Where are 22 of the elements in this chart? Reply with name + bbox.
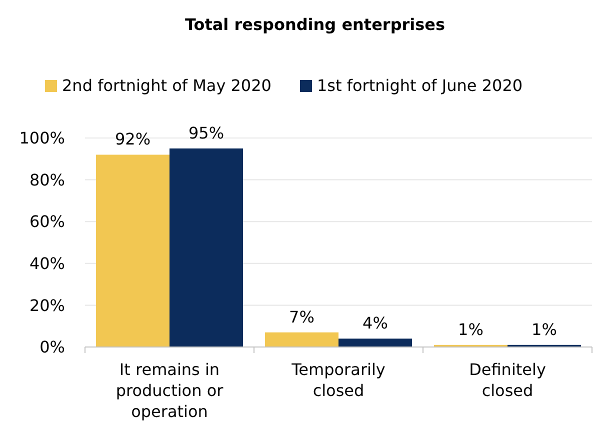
chart-title: Total responding enterprises (184, 15, 446, 34)
bar (170, 148, 244, 347)
x-tick-label: Definitely closed (469, 360, 546, 400)
legend-label: 2nd fortnight of May 2020 (62, 76, 272, 95)
data-label: 1% (458, 320, 484, 339)
data-label: 4% (362, 314, 388, 333)
y-tick-label: 0% (40, 338, 65, 357)
y-tick-label: 20% (29, 296, 65, 315)
y-tick-label: 60% (29, 212, 65, 232)
y-tick-label: 80% (29, 170, 65, 190)
bar (96, 154, 170, 347)
data-label: 7% (289, 307, 314, 326)
bar (338, 338, 412, 347)
x-tick-label: Temporarily closed (290, 360, 386, 400)
data-label: 95% (188, 123, 224, 142)
data-label: 92% (114, 130, 151, 149)
data-label: 1% (532, 320, 557, 339)
legend-label: 1st fortnight of June 2020 (317, 76, 523, 95)
x-tick-label: It remains in production or operation (116, 360, 224, 421)
bar (264, 332, 338, 347)
y-tick-label: 100% (19, 128, 65, 148)
y-tick-label: 40% (29, 254, 65, 273)
